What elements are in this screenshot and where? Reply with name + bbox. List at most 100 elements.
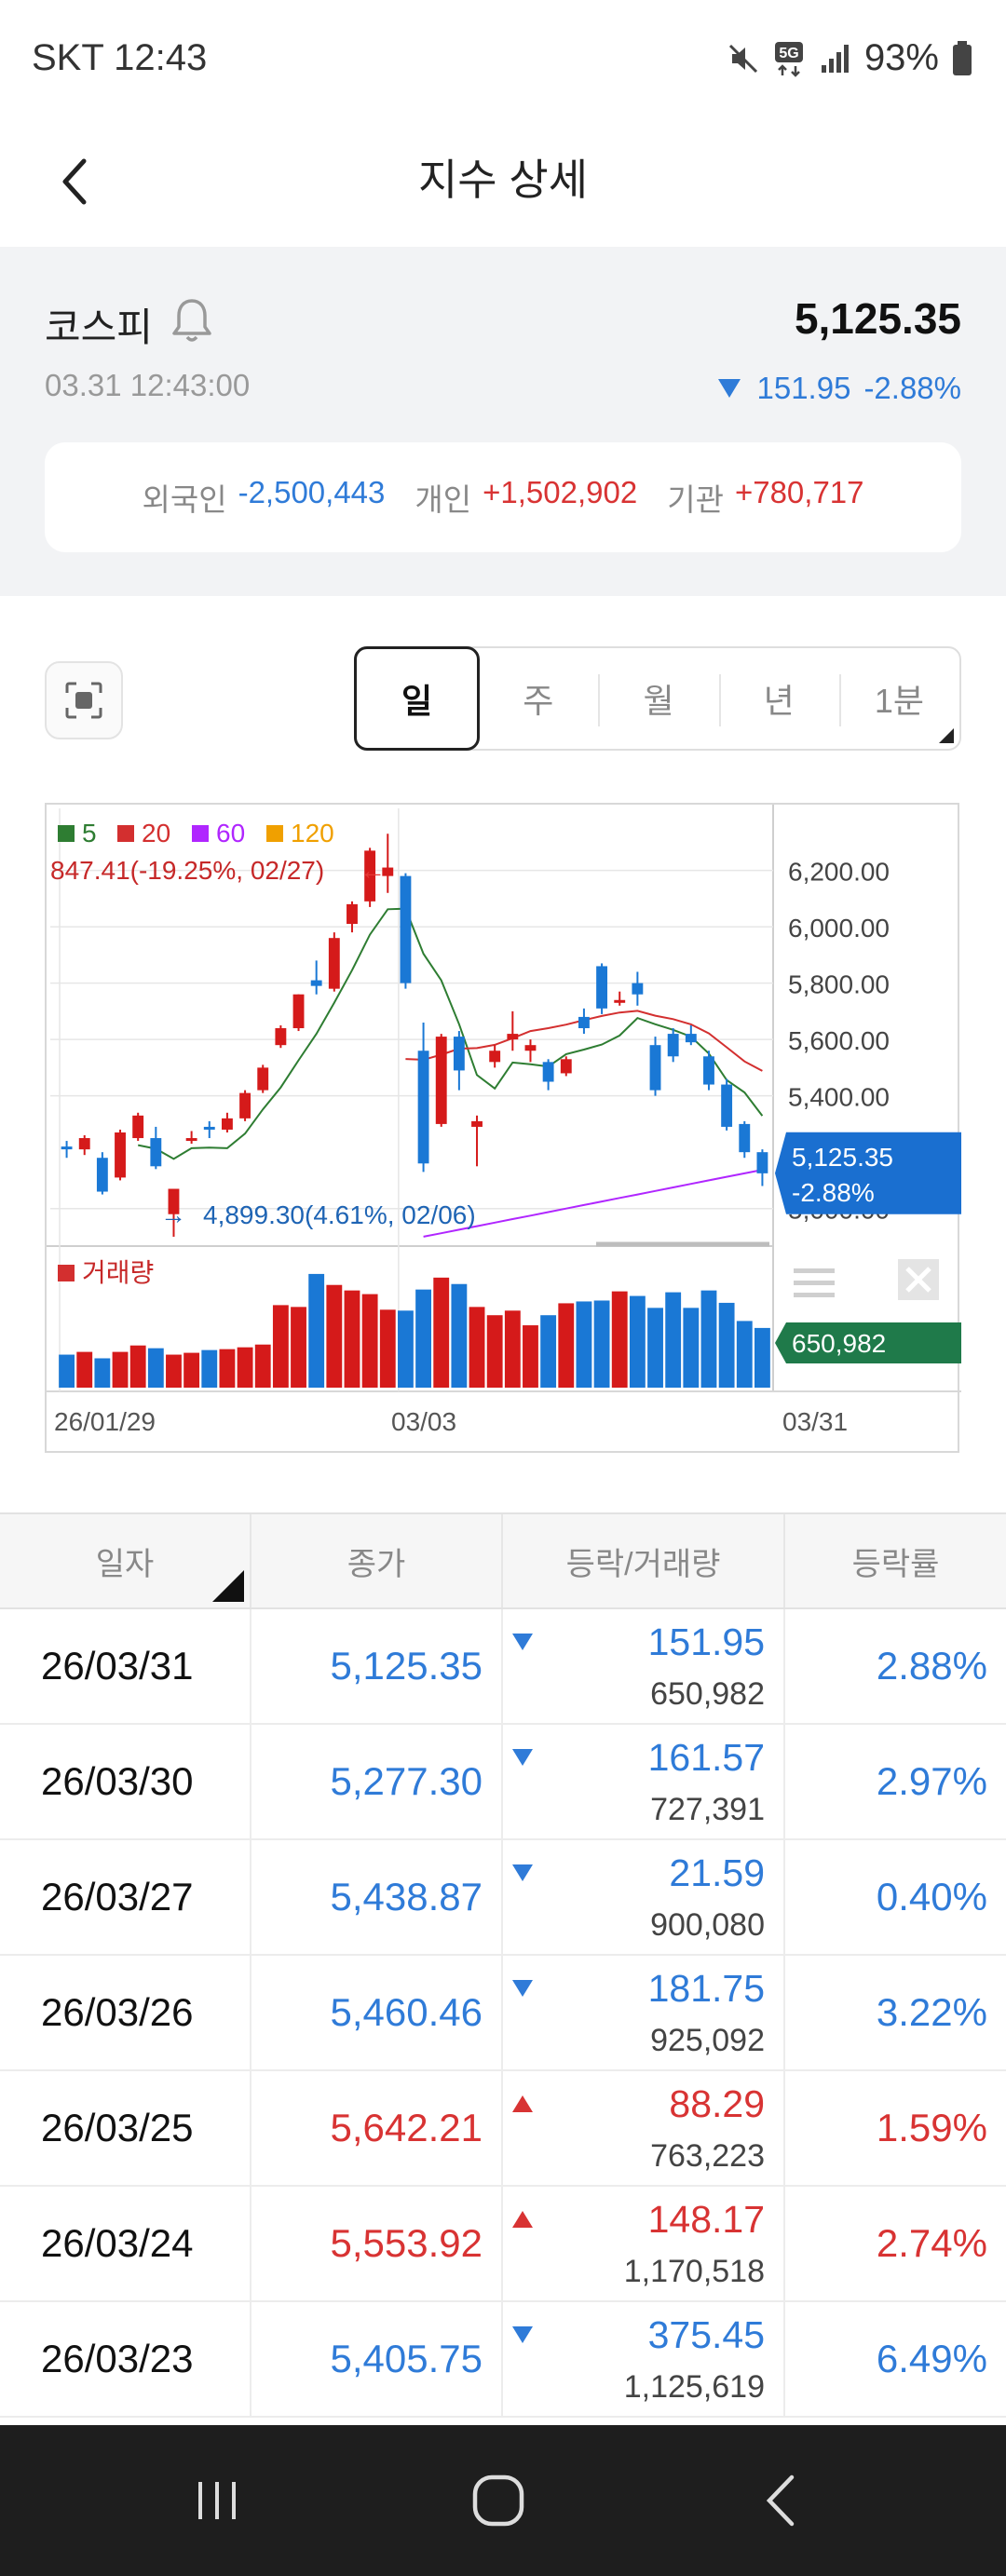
volume-bar — [718, 1302, 735, 1388]
down-arrow-icon — [512, 1980, 533, 1997]
candle-body — [400, 875, 412, 983]
index-change-rate: -2.88% — [863, 371, 961, 405]
table-row[interactable]: 26/03/30 5,277.30 161.57 727,391 2.97% — [0, 1725, 1006, 1840]
row-volume: 925,092 — [650, 2023, 765, 2058]
investor-foreign: 외국인 -2,500,443 — [142, 475, 385, 520]
row-change: 88.29 — [669, 2082, 765, 2125]
row-close: 5,460.46 — [252, 1956, 503, 2069]
row-change: 375.45 — [647, 2313, 765, 2356]
system-back-button[interactable] — [740, 2459, 823, 2542]
table-row[interactable]: 26/03/23 5,405.75 375.45 1,125,619 6.49% — [0, 2302, 1006, 2418]
y-tick-label: 6,000.00 — [788, 914, 890, 942]
tab-month[interactable]: 월 — [598, 648, 718, 749]
candle-body — [739, 1123, 751, 1153]
candle-body — [221, 1118, 233, 1130]
volume-bar — [683, 1308, 700, 1388]
candle-body — [596, 966, 608, 1009]
table-body: 26/03/31 5,125.35 151.95 650,982 2.88% 26/03/… — [0, 1609, 1006, 2418]
row-rate: 2.88% — [876, 1644, 987, 1688]
x-tick-label: 26/01/29 — [54, 1407, 156, 1436]
app-header: 지수 상세 — [0, 116, 1006, 247]
row-change-volume: 151.95 650,982 — [503, 1609, 785, 1723]
candle-body — [96, 1158, 108, 1192]
row-change-volume: 148.17 1,170,518 — [503, 2187, 785, 2300]
volume-bar — [291, 1307, 306, 1388]
down-arrow-icon — [512, 2326, 533, 2343]
up-arrow-icon — [512, 2095, 533, 2112]
row-change-volume: 21.59 900,080 — [503, 1840, 785, 1954]
row-close: 5,277.30 — [252, 1725, 503, 1838]
volume-bar — [201, 1349, 218, 1388]
volume-bar — [344, 1290, 360, 1388]
low-arrow-icon: → — [160, 1200, 186, 1229]
recent-apps-button[interactable] — [175, 2459, 259, 2542]
index-change-value: 151.95 — [756, 371, 851, 405]
candle-body — [364, 850, 376, 902]
tab-day[interactable]: 일 — [354, 646, 481, 751]
candle-body — [239, 1092, 252, 1119]
volume-bar — [486, 1315, 503, 1388]
row-change-volume: 181.75 925,092 — [503, 1956, 785, 2069]
current-price-badge — [775, 1132, 961, 1214]
table-row[interactable]: 26/03/31 5,125.35 151.95 650,982 2.88% — [0, 1609, 1006, 1725]
candle-body — [721, 1084, 733, 1127]
system-nav-bar — [0, 2425, 1006, 2576]
row-close: 5,642.21 — [252, 2071, 503, 2185]
volume-bar — [469, 1307, 485, 1388]
volume-bar — [254, 1344, 271, 1388]
y-tick-label: 5,600.00 — [788, 1026, 890, 1055]
bell-icon[interactable] — [170, 295, 214, 353]
daily-table: 일자 종가 등락/거래량 등락률 26/03/31 5,125.35 151.95 6… — [0, 1512, 1006, 2425]
legend-label: 120 — [291, 819, 334, 847]
investor-value: +780,717 — [734, 475, 864, 509]
volume-bar — [112, 1351, 129, 1388]
legend-swatch — [192, 825, 209, 842]
back-button[interactable] — [37, 144, 112, 219]
row-change: 151.95 — [647, 1620, 765, 1663]
candle-body — [203, 1126, 215, 1130]
row-date: 26/03/27 — [0, 1840, 252, 1954]
close-icon-x — [905, 1267, 931, 1293]
volume-bar — [308, 1273, 325, 1388]
candle-body — [489, 1051, 501, 1063]
investor-label: 외국인 — [142, 482, 227, 517]
volume-bar — [166, 1354, 182, 1388]
legend-swatch — [117, 825, 134, 842]
table-row[interactable]: 26/03/24 5,553.92 148.17 1,170,518 2.74% — [0, 2187, 1006, 2302]
signal-icon — [820, 43, 851, 75]
home-button[interactable] — [456, 2459, 540, 2542]
volume-bar — [184, 1352, 200, 1388]
price-chart[interactable]: 6,200.00 6,000.00 5,800.00 5,600.00 5,400.00… — [45, 803, 961, 1453]
index-name: 코스피 — [45, 305, 153, 349]
tab-year[interactable]: 년 — [718, 648, 839, 749]
volume-bar — [504, 1310, 521, 1388]
header-date[interactable]: 일자 — [0, 1514, 252, 1607]
5g-icon: 5G — [773, 40, 807, 77]
row-close: 5,438.87 — [252, 1840, 503, 1954]
row-rate: 2.74% — [876, 2221, 987, 2265]
chevron-left-icon — [62, 158, 87, 205]
candle-body — [756, 1152, 768, 1173]
row-rate: 0.40% — [876, 1875, 987, 1918]
row-volume: 727,391 — [650, 1792, 765, 1827]
candle-body — [382, 867, 394, 876]
volume-bar — [129, 1345, 146, 1388]
legend-label: 5 — [82, 819, 97, 847]
volume-bar — [754, 1327, 770, 1388]
up-arrow-icon — [512, 2211, 533, 2228]
row-rate: 6.49% — [876, 2337, 987, 2380]
table-row[interactable]: 26/03/27 5,438.87 21.59 900,080 0.40% — [0, 1840, 1006, 1956]
legend-label: 20 — [142, 819, 170, 847]
volume-bar — [647, 1308, 663, 1388]
volume-bar — [576, 1301, 592, 1388]
row-close: 5,405.75 — [252, 2302, 503, 2416]
tab-week[interactable]: 주 — [523, 682, 554, 720]
table-row[interactable]: 26/03/26 5,460.46 181.75 925,092 3.22% — [0, 1956, 1006, 2071]
candle-body — [168, 1188, 180, 1214]
volume-bar — [540, 1315, 557, 1388]
tab-minute[interactable]: 1분 — [838, 648, 959, 749]
table-row[interactable]: 26/03/25 5,642.21 88.29 763,223 1.59% — [0, 2071, 1006, 2187]
candle-body — [542, 1062, 554, 1082]
mute-icon — [727, 42, 760, 75]
capture-button[interactable] — [45, 661, 123, 739]
